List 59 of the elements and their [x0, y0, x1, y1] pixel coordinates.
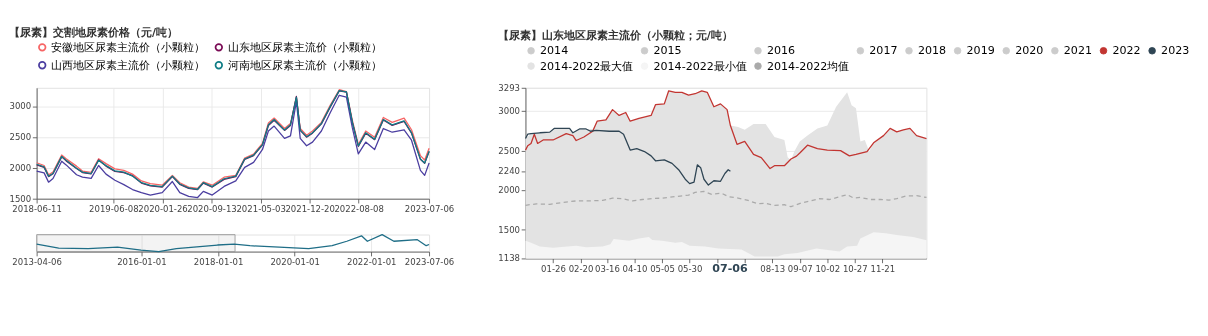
legend-label: 2023: [1161, 44, 1190, 58]
x-tick-label: 01-26: [541, 263, 566, 274]
x-tick-label: 2022-01-01: [347, 256, 397, 267]
chart-title: 【尿素】山东地区尿素主流价（小颗粒；元/吨）: [497, 29, 733, 43]
y-tick-label: 3000: [498, 106, 520, 117]
y-tick-label: 3293: [498, 82, 520, 93]
line-series: [524, 127, 732, 186]
x-tick-label: 2021-05-03: [236, 204, 286, 214]
x-tick-label: 2020-01-26: [138, 204, 188, 214]
x-tick-label: 2013-04-06: [12, 256, 62, 267]
x-tick-label: 09-07: [787, 263, 813, 274]
x-tick-label: 02-20: [568, 263, 594, 274]
x-tick-label: 05-05: [650, 263, 675, 274]
legend-label: 2015: [653, 44, 682, 58]
x-tick-label: 2023-07-06: [404, 204, 455, 214]
x-tick-label: 2016-01-01: [117, 256, 167, 267]
line-series: [524, 190, 928, 208]
x-tick-label: 2018-01-01: [193, 256, 244, 267]
legend-label: 2018: [917, 44, 947, 58]
y-tick-label: 1500: [498, 224, 520, 235]
legend-label: 2016: [766, 44, 796, 58]
legend-label: 安徽地区尿素主流价（小颗粒）: [51, 40, 206, 54]
y-tick-label: 2000: [498, 185, 520, 196]
y-tick-label: 2000: [9, 162, 32, 173]
x-tick-label: 2019-06-08: [89, 204, 139, 214]
x-tick-label: 11-21: [870, 263, 896, 274]
y-tick-label: 2240: [498, 166, 520, 177]
x-tick-label: 2023-07-06: [404, 256, 455, 267]
x-tick-label: 08-13: [760, 263, 786, 274]
chart-title: 【尿素】交割地尿素价格（元/吨）: [9, 25, 179, 39]
legend-label: 河南地区尿素主流价（小颗粒）: [227, 58, 382, 72]
text: 07-06: [712, 262, 749, 276]
legend-label: 2014: [540, 44, 569, 58]
legend-label: 山西地区尿素主流价（小颗粒）: [51, 58, 206, 72]
legend-label: 2014-2022均值: [766, 59, 850, 73]
legend-label: 2019: [966, 44, 995, 58]
y-tick-label: 1500: [9, 193, 32, 204]
legend-label: 山东地区尿素主流价（小颗粒）: [227, 40, 382, 54]
x-tick-label: 2021-12-20: [285, 204, 335, 214]
legend-label: 2020: [1015, 44, 1044, 58]
legend-label: 2021: [1063, 44, 1093, 58]
y-tick-label: 2500: [9, 132, 32, 143]
y-tick-label: 3000: [9, 101, 32, 112]
x-tick-label: 2018-06-11: [12, 204, 62, 214]
legend-label: 2022: [1112, 44, 1141, 58]
y-tick-label: 1138: [498, 253, 520, 264]
y-tick-label: 2500: [498, 145, 520, 156]
x-tick-label: 2020-09-13: [187, 204, 237, 214]
line-series: [524, 90, 928, 170]
x-tick-label: 04-10: [622, 263, 648, 274]
x-tick-label: 03-16: [595, 263, 620, 274]
x-tick-label: 10-27: [842, 263, 868, 274]
x-tick-label: 2022-08-08: [334, 204, 384, 214]
legend-label: 2017: [869, 44, 898, 58]
legend-label: 2014-2022最小值: [653, 59, 747, 73]
x-tick-label: 10-02: [815, 263, 841, 274]
x-tick-label: 2020-01-01: [270, 256, 320, 267]
legend-label: 2014-2022最大值: [540, 59, 634, 73]
x-tick-label: 05-30: [677, 263, 703, 274]
